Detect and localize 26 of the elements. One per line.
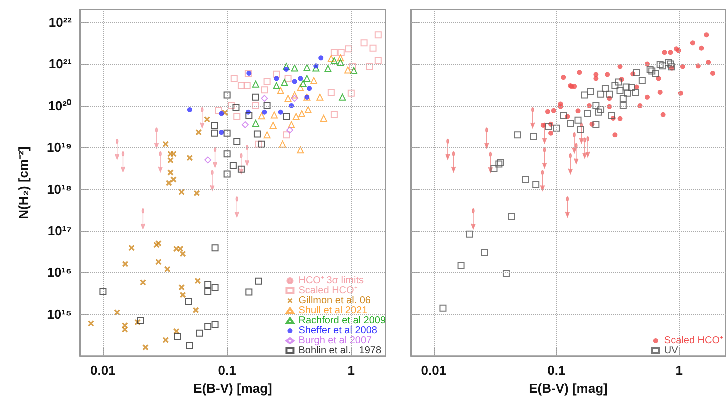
x-axis-title: E(B-V) [mag] — [529, 381, 608, 396]
y-tick-label: 10¹⁷ — [48, 224, 72, 239]
y-axis-title: N(H₂) [cm⁻²] — [16, 146, 31, 220]
legend-label: HCO⁺ 3σ limits — [298, 276, 364, 286]
y-tick-label: 10²⁰ — [48, 98, 72, 114]
legend-label: Bohlin et al. 1978 — [298, 346, 382, 356]
x-axis-title: E(B-V) [mag] — [194, 381, 272, 396]
legend-label: Burgh et al 2007 — [298, 336, 373, 346]
x-tick-label: 0.1 — [548, 363, 566, 378]
legend-label: Scaled HCO⁺ — [664, 336, 724, 346]
x-tick-label: 0.1 — [218, 363, 236, 378]
y-tick-label: 10¹⁵ — [47, 306, 72, 322]
x-tick-label: 1 — [676, 363, 683, 378]
legend-label: UV — [664, 346, 679, 356]
y-tick-label: 10²² — [48, 15, 73, 30]
legend-label: Shull et al 2021 — [298, 306, 368, 316]
legend-label: Gillmon et al. 06 — [298, 296, 372, 306]
legend-label: Scaled HCO⁺ — [298, 286, 358, 296]
legend-label: Rachford et al 2009 — [298, 316, 386, 326]
x-tick-label: 0.01 — [90, 363, 116, 378]
x-tick-label: 1 — [348, 363, 356, 378]
y-tick-label: 10¹⁹ — [47, 140, 72, 156]
y-tick-label: 10¹⁶ — [47, 265, 72, 280]
y-tick-label: 10¹⁸ — [47, 182, 72, 197]
y-tick-label: 10²¹ — [48, 56, 72, 72]
x-tick-label: 0.01 — [421, 363, 447, 378]
